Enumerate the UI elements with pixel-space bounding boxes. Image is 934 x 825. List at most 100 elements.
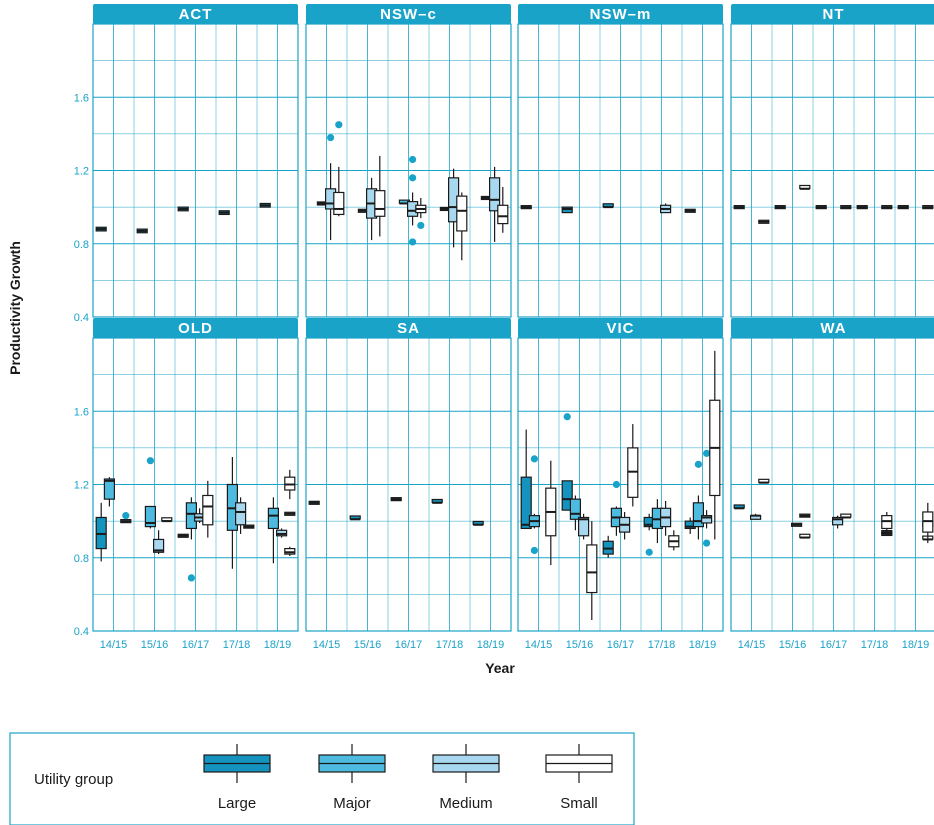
x-axis-title: Year <box>485 660 515 676</box>
panel-strip <box>93 318 298 338</box>
box-large <box>259 202 271 208</box>
outlier-point <box>146 457 154 465</box>
box-large <box>897 205 909 210</box>
panel-strip <box>518 318 723 338</box>
box-medium <box>790 522 803 527</box>
panel-nsw-c: NSW–c <box>305 4 512 318</box>
outlier-point <box>417 221 425 230</box>
box-small <box>586 521 598 621</box>
panel-strip <box>731 4 934 24</box>
x-tick-label: 15/16 <box>141 639 169 651</box>
box-medium <box>831 515 844 529</box>
x-tick-label: 16/17 <box>820 639 848 651</box>
box-medium <box>153 530 165 555</box>
box-large <box>95 226 107 232</box>
box-small <box>758 478 770 484</box>
panel-title: NSW–m <box>590 6 652 23</box>
box-body <box>692 502 705 528</box>
legend-item-large: Large <box>203 744 271 812</box>
panel-sa: SA 14/15 15/16 16/17 17/18 18/19 <box>305 318 512 651</box>
legend: Utility group Large Major Medium Small <box>9 732 635 825</box>
outlier-point <box>703 539 711 547</box>
y-tick-label: 0.8 <box>74 239 89 251</box>
panel-strip <box>731 318 934 338</box>
y-tick-label: 1.2 <box>74 166 89 178</box>
box-body <box>103 478 116 500</box>
x-tick-label: 15/16 <box>354 639 382 651</box>
outlier-point <box>703 449 711 457</box>
box-large <box>177 533 189 538</box>
y-axis-title: Productivity Growth <box>7 241 23 375</box>
box-large <box>774 205 786 210</box>
box-small <box>627 424 639 507</box>
box-body <box>831 516 844 526</box>
box-body <box>202 494 214 526</box>
box-large <box>856 205 868 210</box>
x-tick-label: 15/16 <box>566 639 594 651</box>
box-body <box>520 476 532 530</box>
outlier-point <box>645 548 653 556</box>
box-small <box>497 186 509 233</box>
outlier-point <box>409 238 417 246</box>
x-tick-label: 18/19 <box>264 639 292 651</box>
box-large <box>95 502 107 562</box>
x-tick-label: 14/15 <box>738 639 766 651</box>
box-small <box>758 219 770 224</box>
box-large <box>733 504 745 510</box>
box-major <box>144 457 156 529</box>
box-small <box>161 517 173 523</box>
box-large <box>390 497 402 502</box>
panel-act: ACT 0.4 0.8 1.2 1.6 <box>74 4 299 324</box>
box-small <box>456 192 468 261</box>
x-tick-label: 17/18 <box>436 639 464 651</box>
legend-label: Large <box>218 795 256 812</box>
panel-title: NT <box>823 6 845 23</box>
legend-label: Major <box>333 795 371 812</box>
box-body <box>374 190 386 217</box>
box-body <box>456 195 468 232</box>
box-large <box>177 206 189 212</box>
legend-frame <box>9 732 635 825</box>
chart-panels: ACT 0.4 0.8 1.2 1.6 NSW–c NSW–m NT OLD 0.4 0.8 1.2 1… <box>74 4 934 651</box>
legend-title: Utility group <box>34 771 113 788</box>
box-small <box>202 480 214 538</box>
box-small <box>284 511 296 516</box>
y-tick-label: 1.6 <box>74 92 89 104</box>
panel-wa: WA 14/15 15/16 16/17 17/18 18/19 <box>730 318 934 651</box>
box-small <box>881 205 893 210</box>
box-body <box>561 480 573 511</box>
box-major <box>103 477 116 507</box>
outlier-point <box>694 460 703 468</box>
box-small <box>668 530 680 551</box>
box-small <box>415 197 427 230</box>
box-medium <box>235 497 247 534</box>
panel-title: OLD <box>178 320 213 337</box>
y-tick-label: 0.4 <box>74 312 89 324</box>
panel-strip <box>306 4 511 24</box>
outlier-point <box>187 574 195 582</box>
x-tick-label: 18/19 <box>902 639 930 651</box>
panel-title: WA <box>820 320 846 337</box>
box-large <box>684 208 696 213</box>
outlier-point <box>122 512 130 520</box>
outlier-point <box>335 121 343 129</box>
box-body <box>497 204 509 225</box>
box-small <box>243 524 255 529</box>
legend-label: Medium <box>439 795 492 812</box>
panel-strip <box>306 318 511 338</box>
x-tick-label: 14/15 <box>313 639 341 651</box>
box-body <box>489 177 501 212</box>
box-large <box>431 498 443 504</box>
x-tick-label: 17/18 <box>861 639 889 651</box>
box-medium <box>659 500 672 536</box>
panel-strip <box>93 4 298 24</box>
outlier-point <box>530 546 539 555</box>
box-small <box>709 350 721 540</box>
box-small <box>799 184 811 190</box>
box-medium <box>276 528 288 538</box>
box-major <box>569 495 582 531</box>
box-large <box>815 205 827 210</box>
panel-strip <box>518 4 723 24</box>
box-large <box>561 206 573 214</box>
box-small <box>333 121 345 217</box>
